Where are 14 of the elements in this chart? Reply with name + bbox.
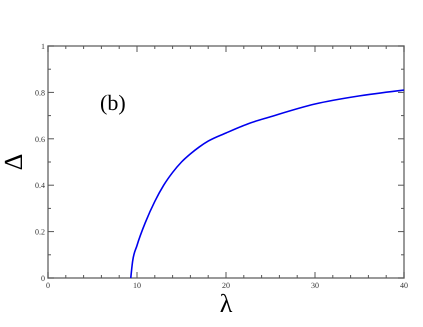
y-tick-label: 0.4 xyxy=(35,181,45,190)
x-tick-label: 10 xyxy=(133,281,141,290)
y-tick-label: 0.2 xyxy=(35,228,45,237)
x-axis-title: λ xyxy=(220,289,233,318)
line-series xyxy=(130,89,405,279)
x-tick-label: 30 xyxy=(311,281,319,290)
y-tick-label: 0.6 xyxy=(35,134,45,144)
y-tick-label: 1 xyxy=(41,42,45,51)
y-tick-label: 0.8 xyxy=(35,88,45,98)
annotation: (b) xyxy=(100,90,126,115)
y-axis-title: Δ xyxy=(0,154,28,170)
x-tick-label: 20 xyxy=(222,281,230,290)
x-tick-label: 40 xyxy=(400,281,408,290)
y-tick-label: 0 xyxy=(41,274,45,283)
